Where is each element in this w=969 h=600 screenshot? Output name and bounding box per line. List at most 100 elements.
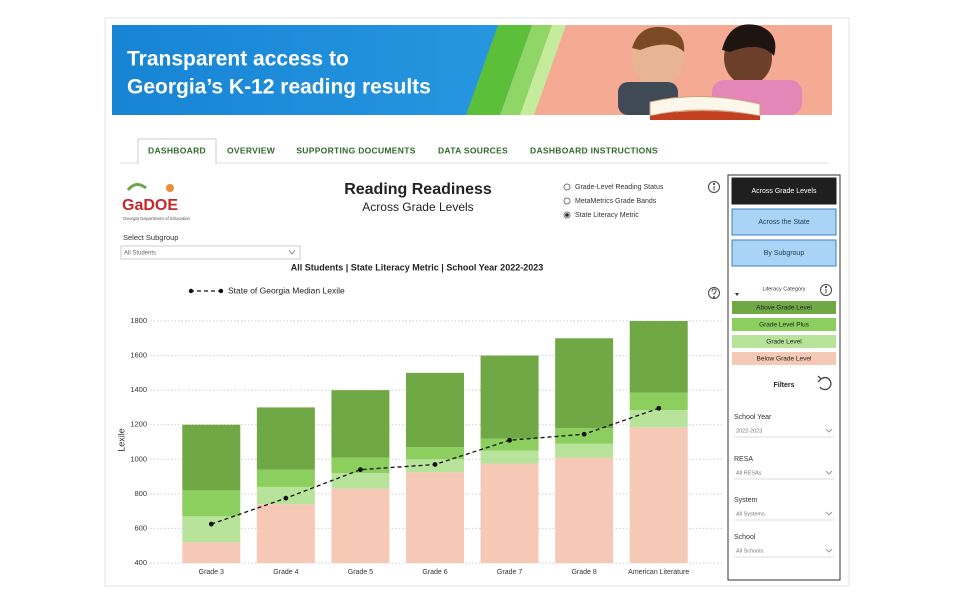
tab[interactable]: SUPPORTING DOCUMENTS — [296, 145, 415, 155]
y-tick-label: 600 — [134, 523, 147, 532]
bar-segment — [555, 338, 614, 429]
tab[interactable]: DASHBOARD INSTRUCTIONS — [530, 145, 658, 155]
bar-segment — [629, 392, 688, 411]
bar-segment — [182, 490, 241, 517]
legend-dot — [218, 288, 224, 294]
y-axis-label: Lexile — [116, 428, 126, 452]
bar-segment — [555, 443, 614, 458]
bar-segment — [331, 390, 390, 458]
tab[interactable]: DATA SOURCES — [438, 145, 508, 155]
chart-title: Reading Readiness — [344, 181, 492, 198]
banner: Transparent access to Georgia’s K-12 rea… — [112, 24, 832, 120]
bar-segment — [629, 321, 688, 393]
x-tick-label: Grade 7 — [497, 569, 522, 576]
y-tick-label: 1400 — [130, 385, 147, 394]
help-icon[interactable] — [708, 287, 720, 299]
filter-value[interactable]: All Systems — [736, 511, 765, 517]
banner-title: Transparent access to — [127, 48, 349, 71]
reset-icon[interactable] — [817, 375, 832, 391]
plot: 400 600 800 1000 1200 1400 1600 1800 Grade 3 Grad… — [130, 285, 722, 576]
x-tick-label: Grade 3 — [199, 569, 224, 576]
median-point — [358, 467, 363, 473]
bar-segment — [480, 463, 539, 563]
filter-value[interactable]: 2022-2023 — [736, 428, 762, 434]
view-option: Grade-Level Reading Status — [575, 184, 664, 191]
radio[interactable] — [563, 183, 571, 191]
view-button-label: Across Grade Levels — [752, 188, 817, 195]
bar-segment — [555, 457, 614, 563]
bar-segment — [331, 457, 390, 474]
view-button[interactable] — [731, 239, 837, 267]
legend-label: Grade Level Plus — [759, 322, 810, 329]
logo-text: GaDOE — [122, 197, 178, 214]
tabs: DASHBOARD OVERVIEW SUPPORTING DOCUMENTS DAT… — [137, 138, 658, 164]
chart-subtitle: Across Grade Levels — [362, 200, 473, 214]
subgroup-value: All Students — [124, 251, 156, 257]
y-tick-label: 1200 — [130, 420, 147, 429]
legend-label: Above Grade Level — [756, 305, 812, 312]
chevron — [825, 470, 833, 475]
x-tick-label: Grade 8 — [571, 569, 596, 576]
collapse-icon[interactable] — [735, 293, 739, 296]
filter-value[interactable]: All RESAs — [736, 470, 762, 476]
chevron — [288, 249, 296, 255]
bar-segment — [480, 438, 539, 451]
bar-segment — [256, 469, 315, 487]
view-button-label: Across the State — [758, 219, 809, 226]
chevron — [825, 428, 833, 433]
subgroup-label: Select Subgroup — [123, 233, 178, 242]
banner-title: Georgia’s K-12 reading results — [127, 76, 431, 99]
legend-label: State of Georgia Median Lexile — [228, 285, 345, 295]
bar-segment — [331, 473, 390, 489]
view-options: Grade-Level Reading Status MetaMetrics Gr… — [563, 183, 664, 219]
filters-title: Filters — [773, 382, 794, 389]
y-tick-label: 1000 — [130, 454, 147, 463]
radio[interactable] — [563, 197, 571, 205]
radio-dot — [565, 213, 569, 217]
bar-segment — [256, 504, 315, 563]
filter-label: School — [734, 534, 756, 541]
tab[interactable]: DASHBOARD — [148, 145, 206, 155]
y-tick-label: 1600 — [130, 351, 147, 360]
info-icon[interactable] — [820, 284, 832, 296]
legend-title: Literacy Category — [762, 286, 805, 292]
median-point — [507, 437, 512, 443]
bar-segment — [182, 542, 241, 563]
bar-segment — [406, 447, 464, 460]
y-tick-label: 800 — [134, 489, 147, 498]
stripe — [466, 25, 532, 115]
x-tick-label: Grade 5 — [348, 569, 373, 576]
median-point — [283, 495, 289, 501]
bar-segment — [406, 372, 464, 448]
view-button-label: By Subgroup — [764, 250, 805, 257]
y-tick-label: 400 — [134, 558, 147, 567]
tab[interactable]: OVERVIEW — [227, 145, 276, 155]
sidebar-content: Across Grade Levels Across the State By Su… — [731, 177, 837, 558]
bar-segment — [331, 488, 390, 563]
stripe — [520, 25, 566, 115]
filter-label: System — [734, 497, 758, 504]
view-option: State Literacy Metric — [575, 212, 639, 219]
bar-segment — [480, 355, 539, 439]
stripe — [500, 25, 552, 115]
bar-segment — [182, 424, 241, 491]
filter-value[interactable]: All Schools — [736, 548, 763, 554]
bar-segment — [629, 410, 688, 428]
chevron — [825, 548, 833, 553]
legend-label: Grade Level — [766, 339, 802, 346]
info-icon[interactable] — [708, 181, 720, 193]
filter-label: RESA — [734, 456, 753, 463]
legend-swatch — [732, 301, 836, 314]
legend-swatch — [732, 318, 836, 331]
x-tick-label: American Literature — [628, 569, 689, 576]
logo: GaDOE Georgia Department of Education — [122, 183, 191, 221]
photo — [618, 24, 802, 120]
subgroup-dropdown[interactable] — [120, 245, 301, 260]
view-button[interactable] — [731, 177, 837, 205]
view-button[interactable] — [731, 208, 837, 236]
logo-subtitle: Georgia Department of Education — [123, 216, 191, 221]
chart-caption: All Students | State Literacy Metric | S… — [291, 262, 543, 272]
bar-segment — [182, 516, 241, 543]
y-tick-label: 1800 — [130, 316, 147, 325]
